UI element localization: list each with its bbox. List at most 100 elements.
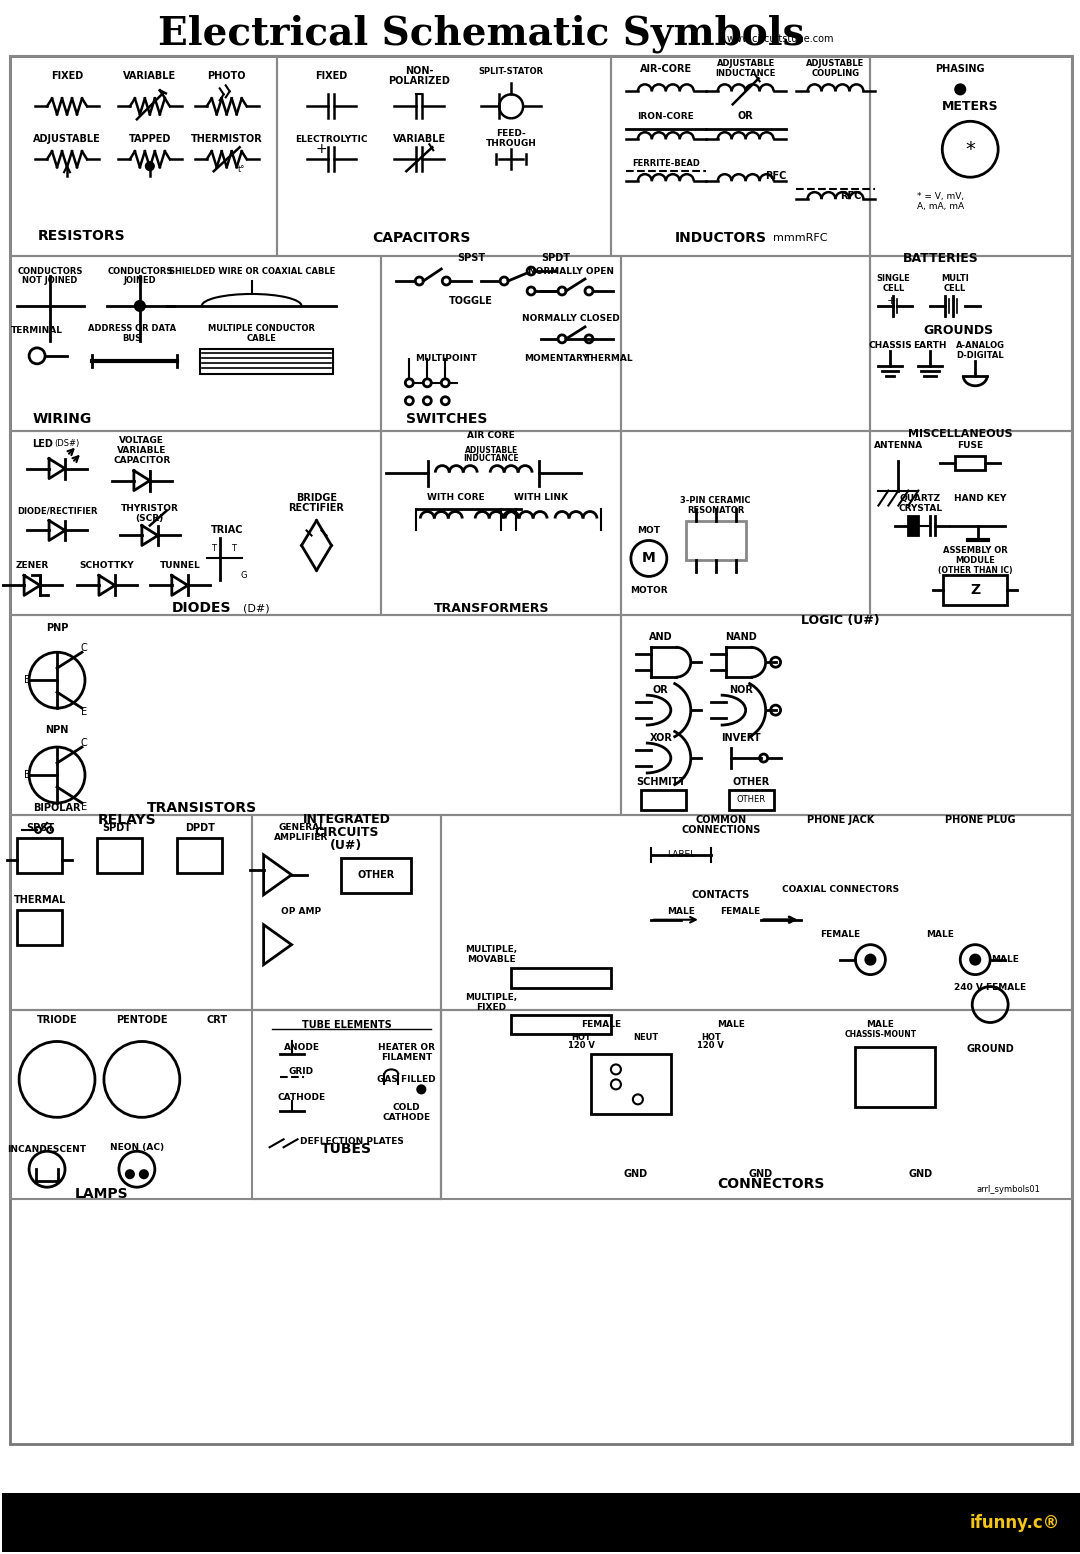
Text: RFC: RFC bbox=[765, 171, 786, 182]
Text: THERMISTOR: THERMISTOR bbox=[191, 134, 262, 145]
Text: GROUND: GROUND bbox=[967, 1044, 1014, 1055]
Bar bbox=[10, 1010, 442, 1200]
Text: MALE: MALE bbox=[666, 908, 694, 917]
Text: OR: OR bbox=[653, 685, 669, 695]
Text: (DS#): (DS#) bbox=[54, 440, 80, 448]
Circle shape bbox=[558, 334, 566, 343]
Bar bbox=[686, 521, 745, 561]
Text: TRANSFORMERS: TRANSFORMERS bbox=[433, 601, 549, 615]
Text: MULTI: MULTI bbox=[942, 275, 969, 283]
Text: CHASSIS: CHASSIS bbox=[868, 342, 913, 350]
Text: TRIODE: TRIODE bbox=[37, 1015, 78, 1024]
Text: LABEL: LABEL bbox=[666, 850, 694, 859]
Circle shape bbox=[442, 396, 449, 404]
Text: FEED-: FEED- bbox=[496, 129, 526, 138]
Circle shape bbox=[970, 954, 981, 965]
Text: RESONATOR: RESONATOR bbox=[687, 507, 744, 514]
Text: NOR: NOR bbox=[729, 685, 753, 695]
Text: (U#): (U#) bbox=[330, 839, 363, 852]
Bar bbox=[341, 858, 411, 892]
Bar bbox=[870, 430, 1072, 615]
Text: RECTIFIER: RECTIFIER bbox=[288, 502, 345, 513]
Text: T: T bbox=[212, 544, 216, 553]
Circle shape bbox=[955, 84, 966, 95]
Text: C: C bbox=[81, 738, 87, 747]
Text: GROUNDS: GROUNDS bbox=[923, 325, 994, 337]
Text: SPST: SPST bbox=[457, 253, 485, 263]
Text: mmmRFC: mmmRFC bbox=[773, 233, 827, 242]
Text: THROUGH: THROUGH bbox=[486, 138, 537, 148]
Text: THERMAL: THERMAL bbox=[584, 354, 633, 364]
Text: SPDT: SPDT bbox=[541, 253, 570, 263]
Text: CHASSIS-MOUNT: CHASSIS-MOUNT bbox=[845, 1030, 917, 1040]
Text: CONNECTORS: CONNECTORS bbox=[717, 1178, 824, 1192]
Text: CAPACITORS: CAPACITORS bbox=[373, 232, 471, 246]
Bar bbox=[870, 256, 1072, 430]
Text: +: + bbox=[887, 295, 896, 306]
Text: NEUT: NEUT bbox=[633, 1033, 659, 1043]
Text: OTHER: OTHER bbox=[357, 870, 395, 880]
Text: FIXED: FIXED bbox=[476, 1002, 507, 1012]
Text: ADDRESS OR DATA: ADDRESS OR DATA bbox=[87, 325, 176, 334]
Bar bbox=[591, 1055, 671, 1114]
Text: CRT: CRT bbox=[206, 1015, 227, 1024]
Text: CIRCUITS: CIRCUITS bbox=[314, 827, 379, 839]
Text: ADJUSTABLE: ADJUSTABLE bbox=[464, 446, 517, 455]
Text: MOTOR: MOTOR bbox=[630, 586, 667, 595]
Bar bbox=[252, 1010, 442, 1200]
Text: INDUCTORS: INDUCTORS bbox=[675, 232, 767, 246]
Circle shape bbox=[140, 1170, 148, 1178]
Bar bbox=[621, 430, 870, 615]
Text: MISCELLANEOUS: MISCELLANEOUS bbox=[908, 429, 1013, 438]
Text: TOGGLE: TOGGLE bbox=[449, 295, 494, 306]
Bar bbox=[10, 615, 621, 814]
Circle shape bbox=[527, 287, 535, 295]
Text: METERS: METERS bbox=[942, 99, 999, 113]
Bar bbox=[10, 56, 1072, 1444]
Circle shape bbox=[126, 1170, 134, 1178]
Text: DPDT: DPDT bbox=[185, 824, 215, 833]
Text: CONDUCTORS: CONDUCTORS bbox=[107, 266, 173, 275]
Text: MOMENTARY: MOMENTARY bbox=[524, 354, 589, 364]
Text: MALE: MALE bbox=[991, 956, 1020, 963]
Text: RESISTORS: RESISTORS bbox=[38, 228, 125, 242]
Circle shape bbox=[443, 277, 450, 284]
Text: WITH LINK: WITH LINK bbox=[514, 493, 568, 502]
Text: GND: GND bbox=[624, 1169, 648, 1179]
Text: MULTIPOINT: MULTIPOINT bbox=[416, 354, 477, 364]
Text: COLD: COLD bbox=[392, 1103, 420, 1111]
Bar bbox=[97, 838, 141, 873]
Text: IRON-CORE: IRON-CORE bbox=[637, 112, 694, 121]
Text: HEATER OR: HEATER OR bbox=[378, 1043, 435, 1052]
Text: NORMALLY CLOSED: NORMALLY CLOSED bbox=[522, 314, 620, 323]
Text: MULTIPLE CONDUCTOR: MULTIPLE CONDUCTOR bbox=[208, 325, 315, 334]
Circle shape bbox=[585, 287, 593, 295]
Text: JOINED: JOINED bbox=[123, 277, 157, 286]
Text: M: M bbox=[642, 552, 656, 566]
Text: NOT JOINED: NOT JOINED bbox=[23, 277, 78, 286]
Bar bbox=[200, 348, 334, 375]
Text: PHONE PLUG: PHONE PLUG bbox=[945, 814, 1015, 825]
Text: LED: LED bbox=[31, 438, 53, 449]
Text: * = V, mV,: * = V, mV, bbox=[917, 191, 963, 200]
Text: LAMPS: LAMPS bbox=[76, 1187, 129, 1201]
Text: GAS FILLED: GAS FILLED bbox=[377, 1075, 435, 1083]
Bar bbox=[943, 575, 1008, 606]
Text: WITH CORE: WITH CORE bbox=[428, 493, 485, 502]
Text: (SCR): (SCR) bbox=[136, 514, 164, 524]
Text: GND: GND bbox=[748, 1169, 772, 1179]
Text: CATHODE: CATHODE bbox=[382, 1113, 431, 1122]
Bar bbox=[442, 814, 1072, 1010]
Text: VARIABLE: VARIABLE bbox=[123, 71, 176, 81]
Text: OR: OR bbox=[738, 112, 754, 121]
Text: BIPOLAR: BIPOLAR bbox=[33, 803, 81, 813]
Text: POLARIZED: POLARIZED bbox=[389, 76, 450, 87]
Text: COUPLING: COUPLING bbox=[811, 68, 860, 78]
Text: TUBES: TUBES bbox=[321, 1142, 372, 1156]
Bar bbox=[908, 516, 918, 536]
Text: HAND KEY: HAND KEY bbox=[954, 494, 1007, 503]
Bar bbox=[511, 968, 611, 988]
Text: *: * bbox=[966, 140, 975, 159]
Circle shape bbox=[500, 277, 509, 284]
Circle shape bbox=[423, 379, 431, 387]
